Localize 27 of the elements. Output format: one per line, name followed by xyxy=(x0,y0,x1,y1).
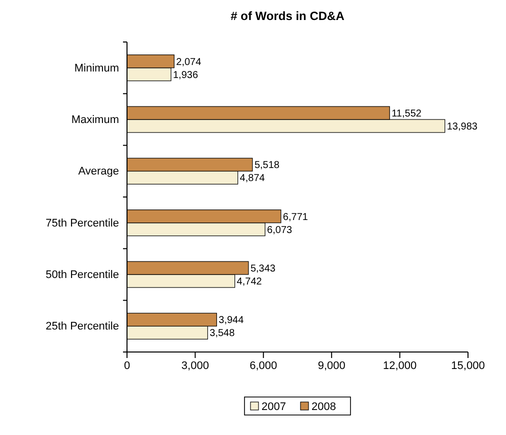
data-label: 4,742 xyxy=(236,276,262,288)
x-tick-label: 9,000 xyxy=(318,360,346,372)
data-label: 11,552 xyxy=(392,108,422,120)
x-tick-label: 0 xyxy=(124,360,130,372)
x-tick-label: 3,000 xyxy=(181,360,209,372)
data-label: 1,936 xyxy=(173,70,198,81)
y-tick-label: Average xyxy=(78,166,119,178)
data-label: 5,343 xyxy=(250,264,276,274)
data-label: 6,771 xyxy=(282,212,308,223)
data-label: 2,074 xyxy=(176,56,202,68)
data-label: 13,983 xyxy=(446,122,478,132)
x-tick-label: 6,000 xyxy=(250,360,278,372)
data-label: 6,073 xyxy=(267,224,293,236)
y-tick-label: 75th Percentile xyxy=(46,217,119,230)
legend-label: 2008 xyxy=(312,401,336,413)
legend-label: 2007 xyxy=(262,401,286,413)
x-tick-label: 12,000 xyxy=(382,360,417,372)
y-tick-label: 25th Percentile xyxy=(46,320,119,333)
x-tick-label: 15,000 xyxy=(451,360,485,372)
data-label: 3,944 xyxy=(218,315,244,326)
data-label: 5,518 xyxy=(254,160,280,172)
y-tick-label: 50th Percentile xyxy=(46,269,119,282)
y-tick-label: Maximum xyxy=(71,114,119,126)
data-label: 4,874 xyxy=(240,173,266,184)
chart-title: # of Words in CD&A xyxy=(230,9,345,23)
y-tick-label: Minimum xyxy=(74,62,119,74)
data-label: 3,548 xyxy=(210,328,236,340)
